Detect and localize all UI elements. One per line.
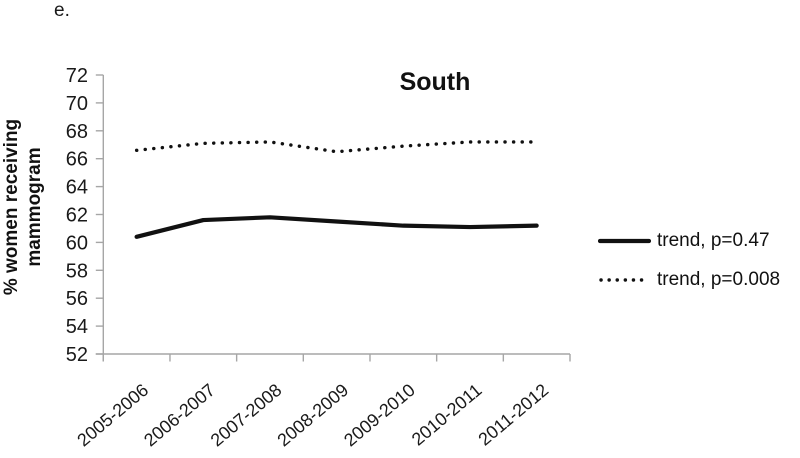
y-tick-label: 66 xyxy=(66,149,88,171)
y-tick-label: 54 xyxy=(66,316,88,338)
series-solid-line xyxy=(134,215,539,239)
x-tick-label: 2008-2009 xyxy=(273,380,352,451)
y-tick-label: 56 xyxy=(66,288,88,310)
legend-label: trend, p=0.47 xyxy=(657,230,770,251)
y-tick-label: 60 xyxy=(66,232,88,254)
dotted-line-swatch-icon xyxy=(599,278,651,282)
chart-title: South xyxy=(399,68,471,96)
x-tick-label: 2007-2008 xyxy=(207,380,286,451)
y-tick-label: 72 xyxy=(66,65,88,87)
series-dotted-line xyxy=(134,140,539,154)
y-tick-label: 58 xyxy=(66,260,88,282)
legend-item-dotted: trend, p=0.008 xyxy=(598,266,780,294)
y-tick-label: 68 xyxy=(66,121,88,143)
x-tick-label: 2011-2012 xyxy=(474,380,552,450)
solid-line-swatch-icon xyxy=(598,238,651,244)
y-tick-label: 52 xyxy=(66,344,88,366)
x-tick-label: 2009-2010 xyxy=(340,380,419,451)
y-tick-label: 64 xyxy=(66,177,88,199)
x-tick-label: 2010-2011 xyxy=(408,380,486,450)
y-tick-label: 62 xyxy=(66,205,88,227)
figure-label: e. xyxy=(54,0,70,21)
y-tick-label: 70 xyxy=(66,93,88,115)
x-tick-label: 2005-2006 xyxy=(73,380,152,451)
legend-label: trend, p=0.008 xyxy=(657,269,781,290)
legend-item-solid: trend, p=0.47 xyxy=(598,227,780,255)
x-tick-label: 2006-2007 xyxy=(140,380,219,451)
legend: trend, p=0.47 trend, p=0.008 xyxy=(598,227,780,294)
